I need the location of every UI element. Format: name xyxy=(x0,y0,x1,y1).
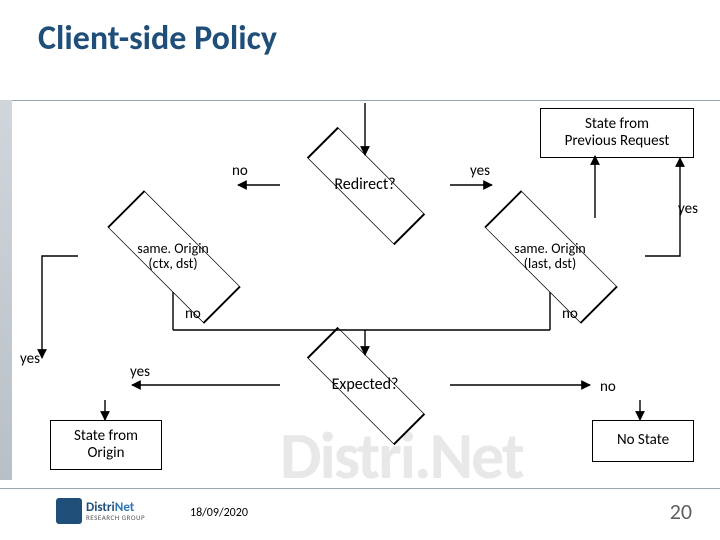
edge-label-yes-4: yes xyxy=(130,363,150,381)
edge-label-no-4: no xyxy=(600,378,616,396)
title-rule xyxy=(0,100,720,101)
edge-label-yes-3: yes xyxy=(20,350,40,368)
node-state-prev-label: State from Previous Request xyxy=(565,116,670,151)
node-same-ctx-label: same. Origin (ctx, dst) xyxy=(137,241,209,272)
node-state-origin-label: State from Origin xyxy=(74,428,138,463)
node-expected-label: Expected? xyxy=(332,376,399,394)
node-redirect-label: Redirect? xyxy=(334,176,395,194)
logo-sub: RESEARCH GROUP xyxy=(86,514,145,521)
node-same-last: same. Origin (last, dst) xyxy=(455,220,645,292)
node-same-last-label: same. Origin (last, dst) xyxy=(514,241,586,272)
node-same-ctx: same. Origin (ctx, dst) xyxy=(78,220,268,292)
edge-label-yes-2: yes xyxy=(678,200,698,218)
node-state-prev: State from Previous Request xyxy=(540,108,694,158)
edge-label-yes-1: yes xyxy=(470,162,490,180)
logo-swatch-icon xyxy=(56,498,82,524)
footer-logo: DistriNet RESEARCH GROUP xyxy=(56,498,145,524)
edge-label-no-2: no xyxy=(185,305,201,323)
left-photo-strip xyxy=(0,100,12,480)
node-redirect: Redirect? xyxy=(280,155,450,215)
page-number: 20 xyxy=(670,498,692,525)
node-expected: Expected? xyxy=(280,355,450,415)
node-no-state-label: No State xyxy=(617,432,669,449)
node-no-state: No State xyxy=(592,420,694,462)
edge-label-no-1: no xyxy=(232,162,248,180)
footer-rule xyxy=(0,488,720,489)
slide-title: Client-side Policy xyxy=(38,18,277,59)
footer-date: 18/09/2020 xyxy=(190,506,248,520)
node-state-origin: State from Origin xyxy=(50,420,162,470)
edge-label-no-3: no xyxy=(562,305,578,323)
